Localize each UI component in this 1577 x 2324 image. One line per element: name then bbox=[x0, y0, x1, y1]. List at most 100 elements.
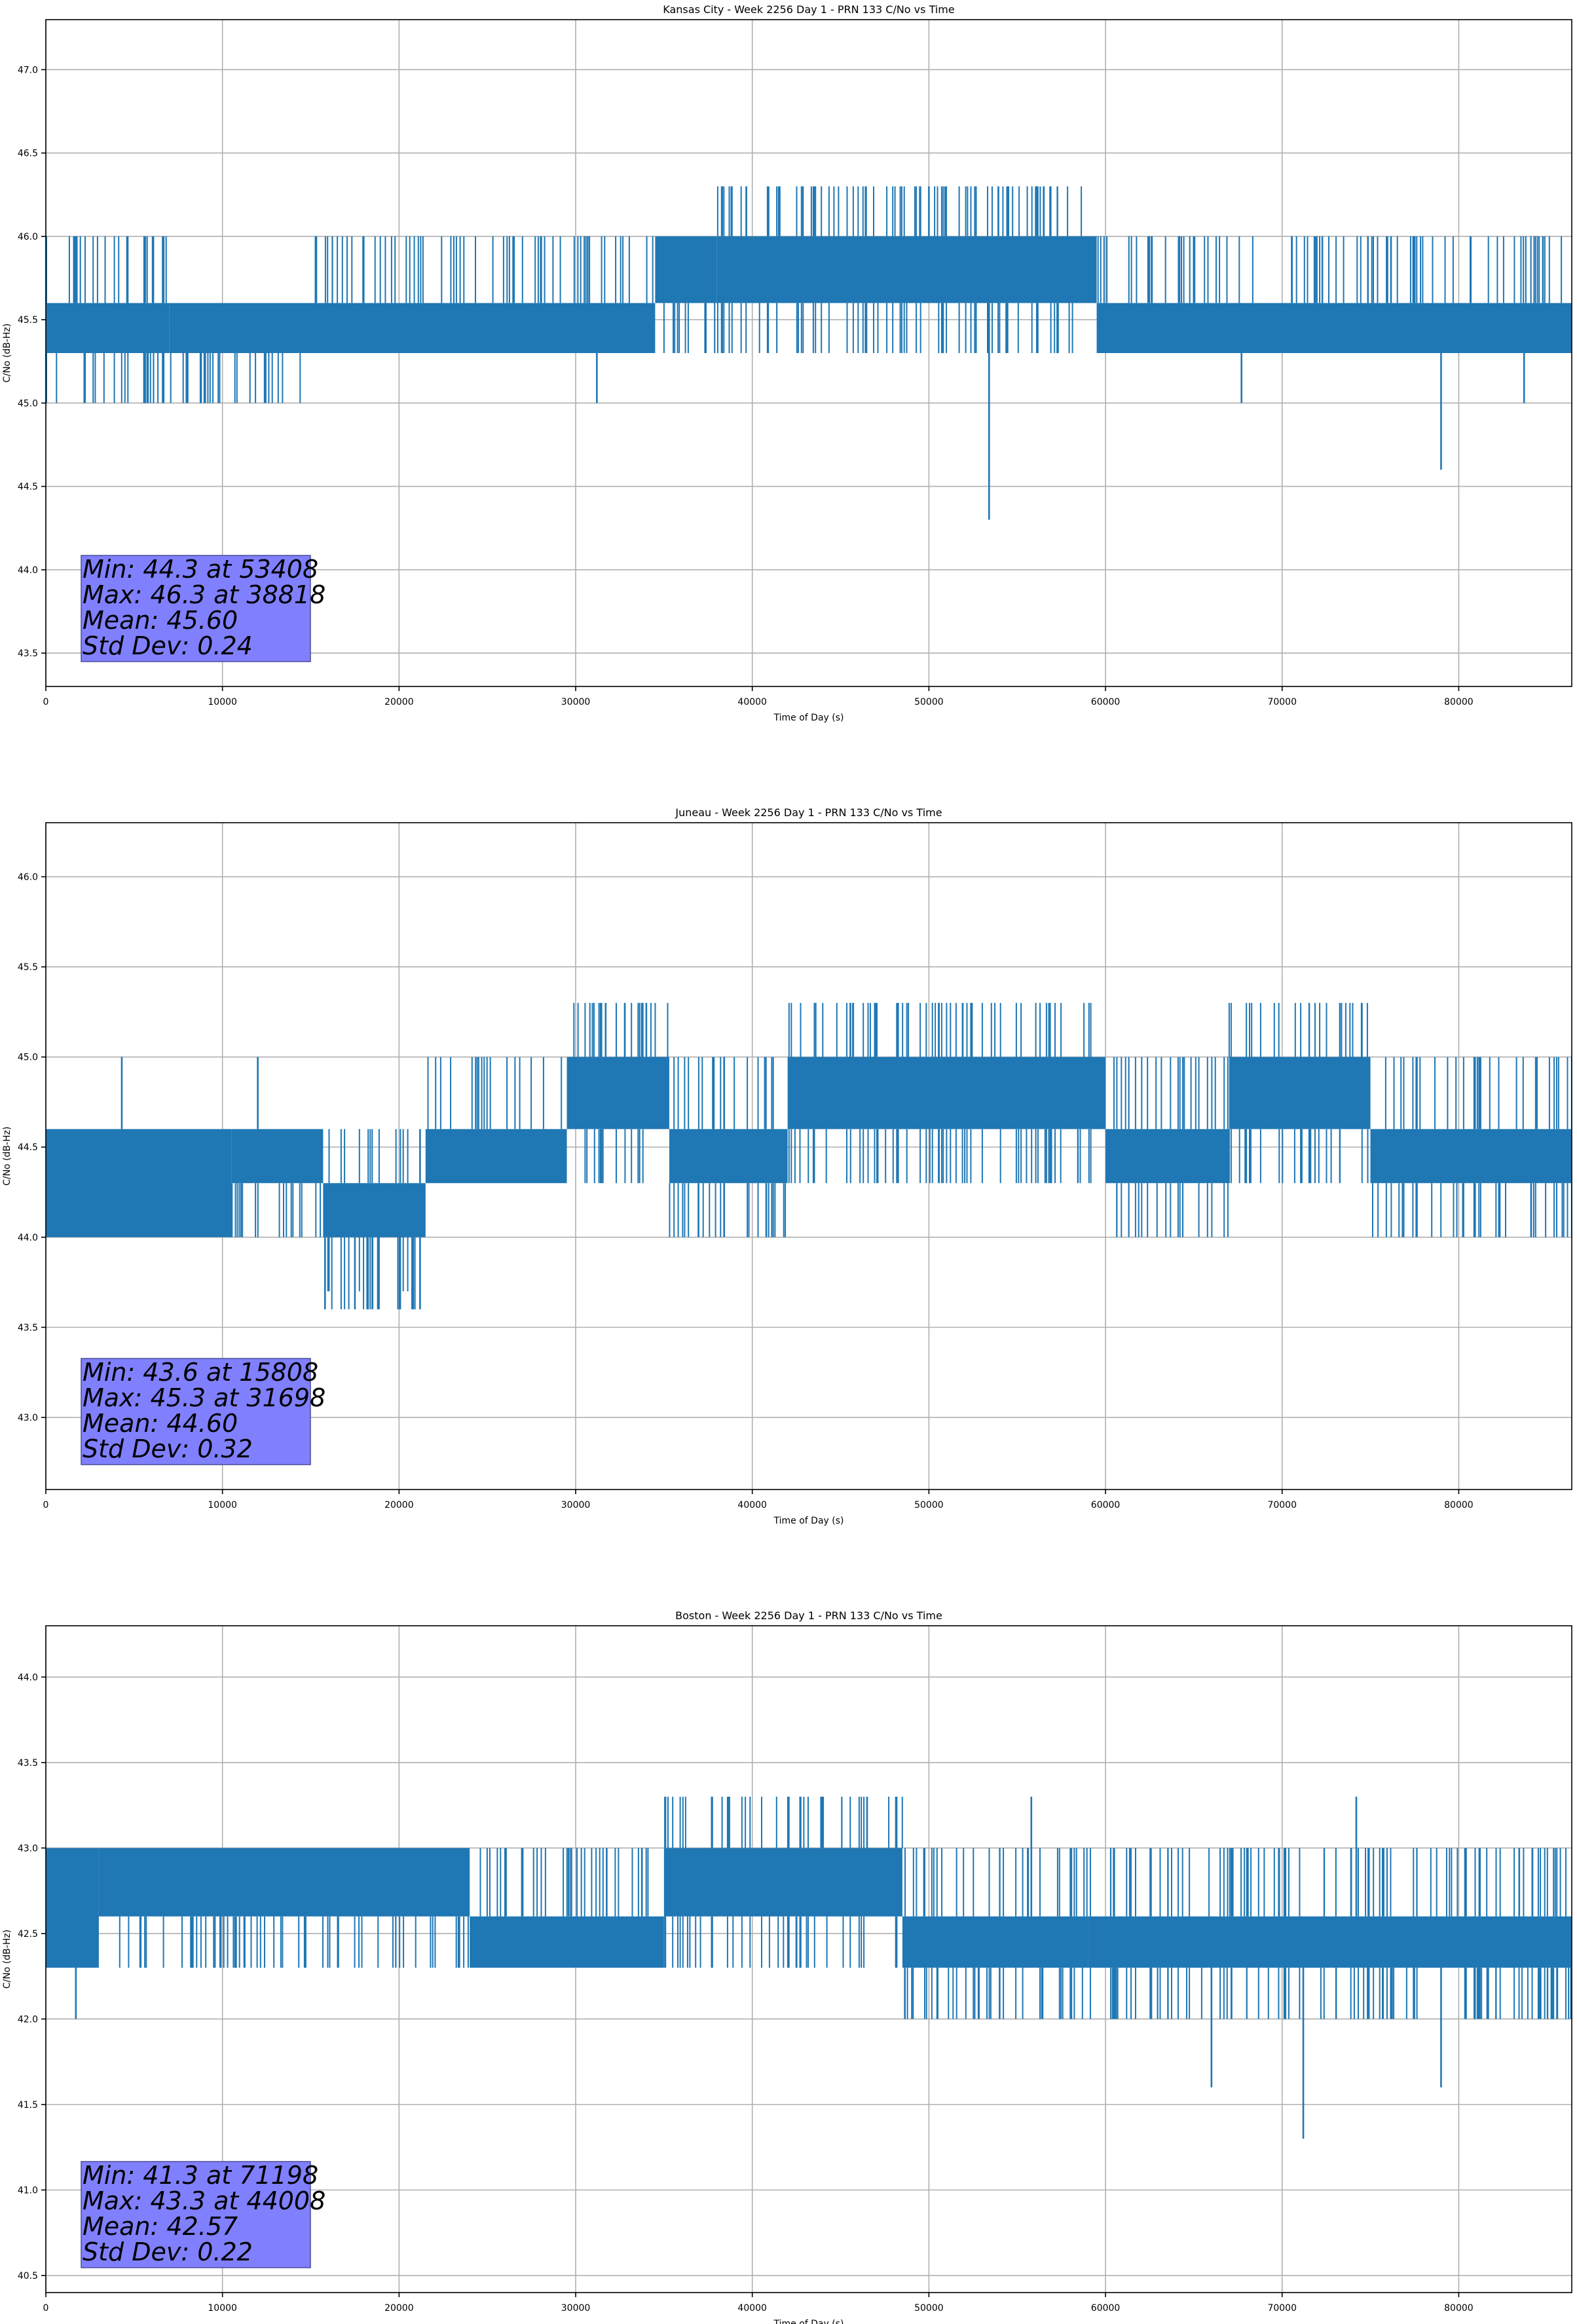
y-tick-label: 44.0 bbox=[18, 1672, 38, 1683]
series-band bbox=[1088, 1916, 1572, 1968]
series-band bbox=[1096, 303, 1572, 353]
x-tick-label: 70000 bbox=[1267, 2303, 1297, 2314]
x-tick-label: 40000 bbox=[737, 697, 767, 707]
y-tick-label: 45.0 bbox=[18, 398, 38, 409]
y-tick-label: 43.0 bbox=[18, 1413, 38, 1423]
chart-panel-3: 0 10000 20000 30000 40000 50000 60000 70000 8000… bbox=[2, 1609, 1572, 2324]
x-tick-label: 0 bbox=[43, 1500, 49, 1510]
series-jitter bbox=[479, 1848, 649, 1917]
stats-min: Min: 44.3 at 53408 bbox=[83, 555, 318, 584]
stats-std: Std Dev: 0.32 bbox=[83, 1434, 253, 1463]
x-tick-label: 50000 bbox=[914, 1500, 944, 1510]
chart-panel-1: 0 10000 20000 30000 40000 50000 60000 70000 8000… bbox=[2, 3, 1572, 723]
series-cno bbox=[46, 1003, 1572, 1309]
chart-title: Kansas City - Week 2256 Day 1 - PRN 133 … bbox=[663, 3, 954, 16]
series-jitter bbox=[314, 236, 654, 303]
y-tick-label: 45.5 bbox=[18, 962, 38, 973]
stats-std: Std Dev: 0.22 bbox=[83, 2238, 253, 2266]
x-tick-label: 80000 bbox=[1444, 697, 1474, 707]
series-band bbox=[46, 1848, 99, 1968]
y-tick-label: 46.0 bbox=[18, 872, 38, 883]
series-band bbox=[470, 1916, 664, 1968]
x-tick-label: 30000 bbox=[561, 1500, 591, 1510]
series-band bbox=[323, 1183, 426, 1237]
y-tick-label: 43.0 bbox=[18, 1843, 38, 1854]
chart-title: Juneau - Week 2256 Day 1 - PRN 133 C/No … bbox=[675, 806, 942, 819]
y-tick-label: 43.5 bbox=[18, 1758, 38, 1769]
x-tick-label: 20000 bbox=[384, 697, 414, 707]
x-tick-label: 10000 bbox=[208, 1500, 237, 1510]
series-band bbox=[663, 1848, 902, 1917]
series-band bbox=[1370, 1129, 1572, 1184]
series-band bbox=[46, 1129, 232, 1237]
series-band bbox=[1229, 1057, 1371, 1129]
y-tick-label: 40.5 bbox=[18, 2271, 38, 2281]
x-tick-label: 0 bbox=[43, 2303, 49, 2314]
y-tick-label: 45.5 bbox=[18, 315, 38, 326]
stats-max: Max: 43.3 at 44008 bbox=[83, 2186, 325, 2215]
y-tick-label: 42.0 bbox=[18, 2014, 38, 2025]
axes-frame bbox=[45, 822, 1572, 1490]
stats-max: Max: 45.3 at 31698 bbox=[83, 1383, 325, 1412]
y-axis-label: C/No (dB-Hz) bbox=[2, 324, 12, 383]
y-tick-label: 43.5 bbox=[18, 1322, 38, 1333]
x-tick-label: 10000 bbox=[208, 697, 237, 707]
x-tick-label: 20000 bbox=[384, 1500, 414, 1510]
x-tick-label: 80000 bbox=[1444, 2303, 1474, 2314]
stats-std: Std Dev: 0.24 bbox=[83, 631, 253, 660]
series-jitter bbox=[573, 1003, 669, 1184]
chart-title: Boston - Week 2256 Day 1 - PRN 133 C/No … bbox=[675, 1609, 942, 1622]
x-tick-label: 60000 bbox=[1091, 1500, 1121, 1510]
x-tick-label: 30000 bbox=[561, 2303, 591, 2314]
x-tick-label: 70000 bbox=[1267, 1500, 1297, 1510]
chart-panel-2: 0 10000 20000 30000 40000 50000 60000 70000 8000… bbox=[2, 806, 1572, 1526]
series-band bbox=[669, 1129, 788, 1184]
stats-min: Min: 41.3 at 71198 bbox=[83, 2161, 318, 2190]
stats-box bbox=[81, 555, 311, 662]
series-jitter bbox=[46, 236, 167, 403]
x-tick-label: 50000 bbox=[914, 2303, 944, 2314]
x-tick-label: 60000 bbox=[1091, 2303, 1121, 2314]
x-tick-label: 50000 bbox=[914, 697, 944, 707]
y-tick-label: 47.0 bbox=[18, 65, 38, 75]
y-tick-label: 43.5 bbox=[18, 648, 38, 659]
series-jitter bbox=[1097, 236, 1563, 303]
x-tick-label: 0 bbox=[43, 697, 49, 707]
series-band bbox=[46, 303, 170, 353]
y-tick-label: 41.5 bbox=[18, 2100, 38, 2110]
series-band bbox=[787, 1057, 1106, 1129]
series-jitter bbox=[324, 1129, 421, 1309]
stats-mean: Mean: 44.60 bbox=[83, 1409, 238, 1438]
x-axis-label: Time of Day (s) bbox=[773, 2319, 844, 2324]
stats-box bbox=[81, 2161, 311, 2268]
stats-box bbox=[81, 1358, 311, 1465]
axes-frame bbox=[45, 1625, 1572, 2293]
series-band bbox=[1105, 1129, 1229, 1184]
series-band bbox=[655, 236, 717, 303]
series-band bbox=[231, 1129, 324, 1184]
stats-mean: Mean: 45.60 bbox=[83, 606, 238, 635]
y-tick-label: 44.0 bbox=[18, 565, 38, 576]
y-tick-label: 44.0 bbox=[18, 1233, 38, 1243]
series-band bbox=[169, 303, 311, 353]
series-jitter bbox=[170, 353, 301, 403]
series-jitter bbox=[1113, 1057, 1229, 1237]
y-tick-label: 41.0 bbox=[18, 2185, 38, 2196]
y-tick-label: 46.0 bbox=[18, 232, 38, 242]
x-axis-label: Time of Day (s) bbox=[773, 713, 844, 723]
y-axis-label: C/No (dB-Hz) bbox=[2, 1930, 12, 1989]
series-band bbox=[310, 303, 656, 353]
y-tick-label: 46.5 bbox=[18, 149, 38, 159]
series-jitter bbox=[669, 1057, 787, 1237]
series-band bbox=[425, 1129, 567, 1184]
series-band bbox=[716, 236, 1097, 303]
x-tick-label: 30000 bbox=[561, 697, 591, 707]
series-cno bbox=[46, 186, 1572, 520]
y-tick-label: 44.5 bbox=[18, 1142, 38, 1153]
axes-frame bbox=[45, 19, 1572, 687]
series-jitter bbox=[119, 1916, 469, 1968]
series-band bbox=[902, 1916, 1088, 1968]
series-jitter bbox=[663, 303, 716, 353]
y-tick-label: 45.0 bbox=[18, 1053, 38, 1063]
y-axis-label: C/No (dB-Hz) bbox=[2, 1127, 12, 1186]
